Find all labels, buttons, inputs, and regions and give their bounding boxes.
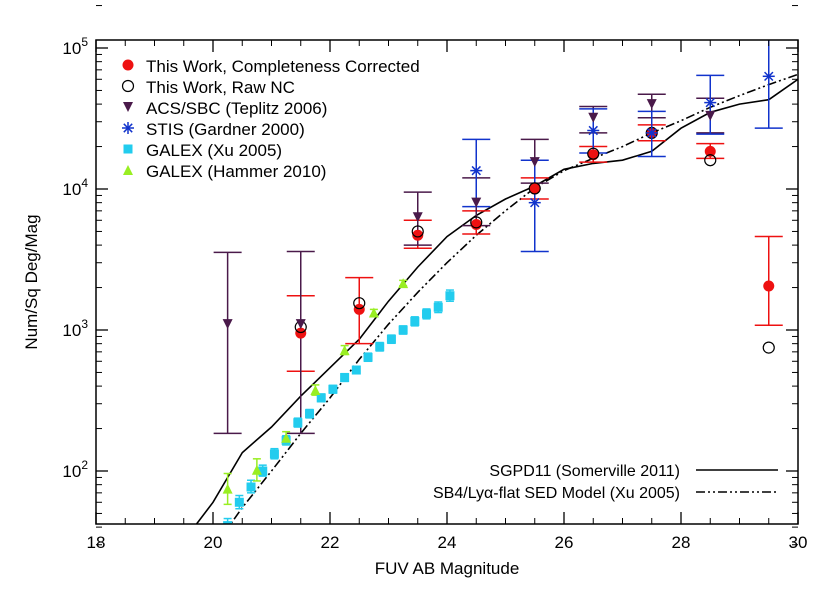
data-point-series-6 xyxy=(310,385,321,396)
x-tick-label: 18 xyxy=(87,533,106,552)
data-point-series-2 xyxy=(353,297,366,310)
data-point-series-3 xyxy=(222,319,233,330)
x-tick-label: 28 xyxy=(672,533,691,552)
legend-marker xyxy=(123,165,133,175)
data-point-series-5 xyxy=(223,521,233,524)
data-point-series-5 xyxy=(351,365,361,375)
x-axis-label: FUV AB Magnitude xyxy=(375,559,520,578)
data-point-series-5 xyxy=(234,497,244,507)
legend-label: GALEX (Xu 2005) xyxy=(146,141,282,160)
error-bar xyxy=(286,250,315,435)
x-tick-label: 26 xyxy=(555,533,574,552)
data-point-series-6 xyxy=(339,345,350,356)
data-point-series-2 xyxy=(528,182,541,195)
data-point-series-1 xyxy=(529,183,541,195)
x-tick-label: 24 xyxy=(438,533,457,552)
data-point-series-5 xyxy=(340,373,350,383)
data-point-series-4 xyxy=(762,70,775,83)
data-point-series-3 xyxy=(412,212,423,223)
error-bar xyxy=(194,545,202,561)
data-point-series-5 xyxy=(293,418,303,428)
data-point-series-5 xyxy=(410,316,420,326)
legend-marker xyxy=(122,122,134,134)
data-point-series-5 xyxy=(258,466,268,476)
data-point-series-5 xyxy=(194,549,203,558)
x-tick-label: 22 xyxy=(321,533,340,552)
data-point-series-2 xyxy=(470,216,483,229)
data-point-series-1 xyxy=(704,145,716,157)
data-point-series-5 xyxy=(375,342,385,352)
data-point-series-6 xyxy=(251,464,262,475)
error-bar xyxy=(194,539,202,554)
data-point-series-3 xyxy=(471,197,482,208)
data-point-series-5 xyxy=(305,409,315,419)
x-tick-label: 20 xyxy=(204,533,223,552)
data-point-series-5 xyxy=(422,309,432,319)
error-bar xyxy=(223,517,232,524)
data-point-series-3 xyxy=(646,99,657,110)
data-point-series-5 xyxy=(316,393,326,403)
y-tick-label: 103 xyxy=(62,317,88,340)
data-point-series-5 xyxy=(398,325,408,335)
data-point-series-5 xyxy=(445,291,455,301)
data-point-series-2 xyxy=(762,341,775,354)
data-point-series-2 xyxy=(411,225,424,238)
data-point-series-6 xyxy=(222,483,233,494)
data-point-series-6 xyxy=(368,307,379,318)
data-point-series-5 xyxy=(246,482,256,492)
data-point-series-5 xyxy=(386,334,396,344)
y-axis-label: Num/Sq Deg/Mag xyxy=(22,214,41,349)
data-point-series-1 xyxy=(763,280,775,292)
data-point-series-4 xyxy=(587,124,600,137)
data-point-series-4 xyxy=(704,96,717,109)
legend-label: This Work, Raw NC xyxy=(146,78,295,97)
legend-marker xyxy=(121,79,135,93)
data-point-series-3 xyxy=(295,319,306,330)
data-point-series-4 xyxy=(470,164,483,177)
data-point-series-3 xyxy=(705,110,716,121)
data-point-series-6 xyxy=(193,542,203,552)
data-point-series-1 xyxy=(295,327,307,339)
legend-label: This Work, Completeness Corrected xyxy=(146,57,420,76)
y-tick-label: 105 xyxy=(62,35,88,58)
error-bar xyxy=(213,251,242,435)
data-point-series-2 xyxy=(704,154,717,167)
legend-label: STIS (Gardner 2000) xyxy=(146,120,305,139)
legend-marker xyxy=(123,144,133,154)
legend-marker xyxy=(122,59,134,71)
data-point-series-3 xyxy=(529,157,540,168)
data-point-series-1 xyxy=(412,229,424,241)
legend-label: ACS/SBC (Teplitz 2006) xyxy=(146,99,327,118)
y-tick-label: 104 xyxy=(62,176,88,199)
model-curve-2 xyxy=(229,73,798,524)
x-tick-label: 30 xyxy=(789,533,808,552)
data-point-series-6 xyxy=(398,278,409,289)
data-point-series-1 xyxy=(353,303,365,315)
data-point-series-5 xyxy=(363,352,373,362)
data-point-series-4 xyxy=(645,126,658,139)
data-point-series-3 xyxy=(588,112,599,123)
data-point-series-1 xyxy=(587,149,599,161)
y-tick-label: 102 xyxy=(62,458,88,481)
legend-marker xyxy=(123,102,133,112)
model-legend-label: SB4/Lyα-flat SED Model (Xu 2005) xyxy=(433,485,680,502)
model-legend-label: SGPD11 (Somerville 2011) xyxy=(489,463,680,480)
data-point-series-4 xyxy=(528,196,541,209)
data-point-series-5 xyxy=(328,384,338,394)
legend-label: GALEX (Hammer 2010) xyxy=(146,162,326,181)
data-point-series-5 xyxy=(433,302,443,312)
data-point-series-2 xyxy=(587,147,600,160)
data-point-series-5 xyxy=(269,449,279,459)
data-point-series-6 xyxy=(281,432,292,443)
